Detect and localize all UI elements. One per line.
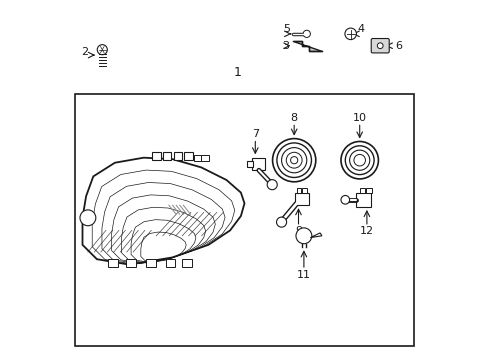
Text: 11: 11: [296, 270, 310, 280]
Text: 1: 1: [233, 66, 241, 78]
Text: 4: 4: [357, 24, 365, 34]
Bar: [75, 94, 413, 346]
Bar: [246, 161, 252, 167]
Polygon shape: [310, 233, 321, 238]
Circle shape: [377, 43, 382, 49]
Circle shape: [295, 228, 311, 244]
Bar: [166, 259, 175, 267]
FancyBboxPatch shape: [370, 39, 388, 53]
Circle shape: [345, 146, 373, 175]
Circle shape: [276, 217, 286, 227]
Bar: [173, 152, 182, 160]
Bar: [294, 193, 309, 205]
Circle shape: [353, 154, 365, 166]
Circle shape: [276, 143, 311, 177]
Text: 5: 5: [283, 24, 289, 34]
Text: 12: 12: [359, 226, 373, 237]
Text: 7: 7: [251, 129, 258, 139]
Bar: [163, 152, 171, 160]
Bar: [302, 188, 306, 193]
Bar: [152, 152, 160, 160]
Text: 10: 10: [352, 113, 366, 123]
Polygon shape: [82, 158, 244, 265]
Circle shape: [344, 28, 356, 40]
Bar: [126, 259, 136, 267]
Circle shape: [97, 45, 107, 55]
Bar: [108, 259, 118, 267]
Circle shape: [349, 150, 369, 170]
Circle shape: [285, 152, 302, 168]
Bar: [201, 155, 208, 161]
Bar: [146, 259, 155, 267]
Circle shape: [290, 157, 297, 164]
Polygon shape: [292, 41, 321, 51]
Circle shape: [340, 195, 349, 204]
Bar: [184, 152, 193, 160]
Text: 3: 3: [282, 41, 289, 51]
Bar: [366, 188, 371, 193]
Circle shape: [303, 30, 310, 37]
Bar: [194, 155, 201, 161]
Text: 8: 8: [290, 113, 297, 123]
Circle shape: [272, 139, 315, 182]
Circle shape: [340, 141, 378, 179]
Bar: [355, 193, 370, 207]
Bar: [296, 188, 301, 193]
Bar: [359, 188, 365, 193]
Circle shape: [281, 148, 306, 173]
Circle shape: [266, 180, 277, 190]
Text: 9: 9: [294, 226, 302, 237]
Text: 2: 2: [81, 47, 88, 57]
Text: 6: 6: [395, 41, 402, 51]
Bar: [182, 259, 191, 267]
Circle shape: [80, 210, 96, 226]
Bar: [251, 158, 265, 170]
